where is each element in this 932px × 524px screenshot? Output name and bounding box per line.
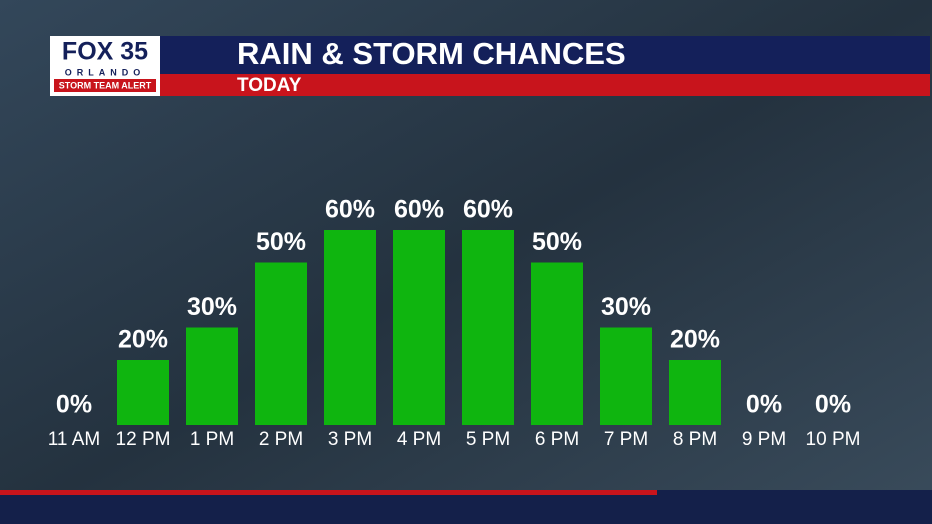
value-label: 20% [118, 326, 168, 354]
bar [186, 327, 238, 425]
x-tick-label: 8 PM [673, 429, 717, 450]
x-tick-label: 7 PM [604, 429, 648, 450]
chart-subtitle: TODAY [237, 75, 302, 96]
bar [600, 327, 652, 425]
value-label: 30% [601, 293, 651, 321]
bar [255, 262, 307, 425]
title-bar [160, 36, 930, 74]
value-label: 50% [532, 228, 582, 256]
logo-tag: STORM TEAM ALERT [59, 80, 152, 90]
bar [669, 360, 721, 425]
value-label: 30% [187, 293, 237, 321]
x-tick-label: 1 PM [190, 429, 234, 450]
x-tick-label: 2 PM [259, 429, 303, 450]
value-label: 0% [746, 391, 782, 419]
logo-city: ORLANDO [65, 67, 146, 77]
subtitle-bar [160, 74, 930, 96]
value-label: 60% [394, 196, 444, 224]
x-tick-label: 10 PM [806, 429, 861, 450]
chart-title: RAIN & STORM CHANCES [237, 36, 626, 71]
x-tick-label: 6 PM [535, 429, 579, 450]
bar [393, 230, 445, 425]
x-tick-label: 3 PM [328, 429, 372, 450]
value-label: 20% [670, 326, 720, 354]
x-tick-label: 12 PM [116, 429, 171, 450]
bar [117, 360, 169, 425]
value-label: 60% [463, 196, 513, 224]
bar [324, 230, 376, 425]
x-tick-label: 11 AM [48, 429, 100, 450]
value-label: 50% [256, 228, 306, 256]
x-tick-label: 4 PM [397, 429, 441, 450]
x-tick-label: 9 PM [742, 429, 786, 450]
value-label: 0% [815, 391, 851, 419]
footer-line [0, 490, 657, 495]
bar [531, 262, 583, 425]
value-label: 60% [325, 196, 375, 224]
bar [462, 230, 514, 425]
x-tick-label: 5 PM [466, 429, 510, 450]
logo-name: FOX 35 [62, 38, 148, 66]
footer-strip [0, 490, 932, 524]
logo-tag-box [54, 79, 156, 92]
value-label: 0% [56, 391, 92, 419]
